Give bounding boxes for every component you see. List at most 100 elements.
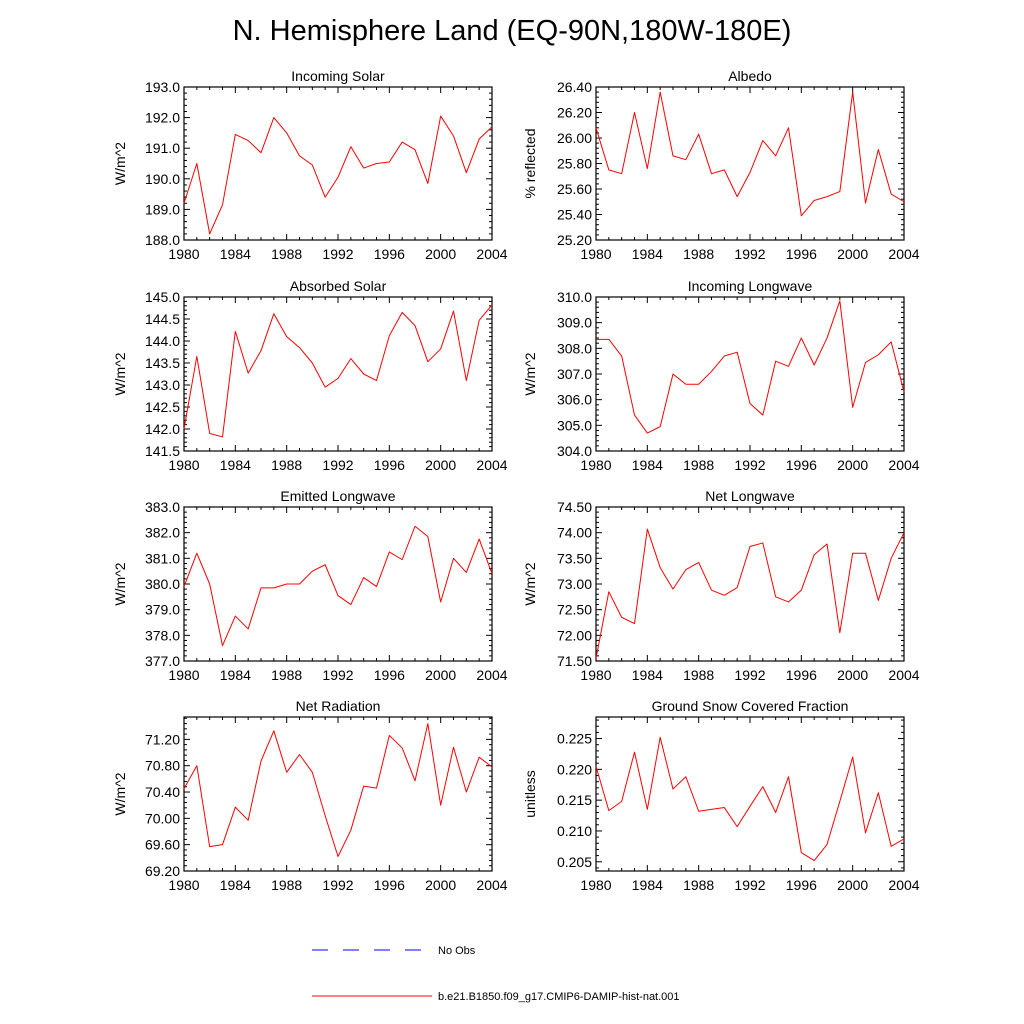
- x-tick-label: 1988: [683, 667, 714, 683]
- y-tick-label: 143.0: [145, 377, 180, 393]
- y-tick-label: 381.0: [145, 550, 180, 566]
- x-tick-label: 1984: [220, 877, 251, 893]
- x-tick-label: 1980: [168, 457, 199, 473]
- plot-frame: [183, 716, 493, 872]
- y-tick-label: 306.0: [557, 392, 592, 408]
- x-tick-label: 2004: [888, 457, 919, 473]
- series-line: [595, 736, 905, 862]
- y-tick-label: 142.5: [145, 399, 180, 415]
- x-tick-label: 2000: [837, 457, 868, 473]
- series-line: [595, 528, 905, 659]
- x-tick-label: 2000: [425, 457, 456, 473]
- x-tick-label: 2004: [476, 457, 507, 473]
- x-tick-label: 1992: [322, 246, 353, 262]
- y-tick-label: 0.220: [557, 761, 592, 777]
- legend-model-label: b.e21.B1850.f09_g17.CMIP6-DAMIP-hist-nat…: [438, 991, 680, 1003]
- panel-title: Net Longwave: [705, 488, 795, 504]
- x-tick-label: 2004: [888, 877, 919, 893]
- y-tick-label: 305.0: [557, 417, 592, 433]
- x-tick-label: 1996: [374, 877, 405, 893]
- x-tick-label: 2004: [888, 246, 919, 262]
- x-tick-label: 2004: [476, 667, 507, 683]
- panel-title: Net Radiation: [296, 698, 381, 714]
- x-tick-label: 1984: [632, 667, 663, 683]
- x-tick-label: 1980: [580, 246, 611, 262]
- plot-frame: [595, 506, 905, 662]
- y-tick-label: 69.20: [145, 863, 180, 879]
- y-tick-label: 71.50: [557, 653, 592, 669]
- y-tick-label: 382.0: [145, 525, 180, 541]
- y-tick-label: 383.0: [145, 499, 180, 515]
- y-tick-label: 26.40: [557, 79, 592, 95]
- x-tick-label: 1992: [322, 667, 353, 683]
- panel-title: Absorbed Solar: [290, 278, 387, 294]
- x-tick-label: 1996: [786, 246, 817, 262]
- plot-frame: [595, 86, 905, 241]
- x-tick-label: 2000: [837, 667, 868, 683]
- x-tick-label: 2000: [425, 877, 456, 893]
- y-tick-label: 70.40: [145, 784, 180, 800]
- x-tick-label: 2004: [476, 877, 507, 893]
- x-tick-label: 2000: [425, 246, 456, 262]
- y-tick-label: 25.60: [557, 181, 592, 197]
- series-line: [183, 723, 493, 858]
- y-tick-label: 189.0: [145, 201, 180, 217]
- chart-panels: Incoming Solar W/m^2 1980 1984 1988 1992 1996 2…: [112, 68, 920, 893]
- series-line: [183, 525, 493, 647]
- panel-title: Incoming Solar: [291, 68, 385, 84]
- y-tick-label: 308.0: [557, 340, 592, 356]
- y-tick-label: 25.40: [557, 207, 592, 223]
- y-axis-label: % reflected: [522, 128, 538, 198]
- plot-frame: [595, 716, 905, 872]
- x-tick-label: 1980: [168, 877, 199, 893]
- y-tick-label: 380.0: [145, 576, 180, 592]
- chart-panel: Ground Snow Covered Fraction unitless 1980…: [522, 698, 920, 893]
- x-tick-label: 1984: [220, 457, 251, 473]
- y-tick-label: 310.0: [557, 289, 592, 305]
- x-tick-label: 1996: [374, 457, 405, 473]
- x-tick-label: 2000: [425, 667, 456, 683]
- y-tick-label: 0.225: [557, 731, 592, 747]
- x-tick-label: 1984: [632, 877, 663, 893]
- x-tick-label: 2000: [837, 246, 868, 262]
- panel-title: Emitted Longwave: [280, 488, 395, 504]
- x-tick-label: 2004: [476, 246, 507, 262]
- x-tick-label: 1980: [580, 457, 611, 473]
- legend: No Obs b.e21.B1850.f09_g17.CMIP6-DAMIP-h…: [312, 945, 680, 1003]
- y-tick-label: 192.0: [145, 110, 180, 126]
- y-tick-label: 71.20: [145, 731, 180, 747]
- x-tick-label: 1992: [734, 457, 765, 473]
- plot-frame: [595, 296, 905, 452]
- y-tick-label: 144.0: [145, 333, 180, 349]
- y-tick-label: 0.210: [557, 823, 592, 839]
- x-tick-label: 1988: [271, 246, 302, 262]
- x-tick-label: 1992: [322, 877, 353, 893]
- y-tick-label: 26.00: [557, 130, 592, 146]
- y-tick-label: 379.0: [145, 602, 180, 618]
- y-tick-label: 309.0: [557, 315, 592, 331]
- y-tick-label: 25.80: [557, 156, 592, 172]
- x-tick-label: 1996: [786, 877, 817, 893]
- series-line: [183, 115, 493, 235]
- x-tick-label: 1992: [734, 667, 765, 683]
- series-line: [596, 300, 905, 434]
- y-tick-label: 378.0: [145, 627, 180, 643]
- x-tick-label: 1988: [683, 246, 714, 262]
- x-tick-label: 1984: [220, 246, 251, 262]
- chart-panel: Net Longwave W/m^2 1980 1984 1988 1992 1996 200…: [522, 488, 920, 683]
- y-tick-label: 0.205: [557, 854, 592, 870]
- y-tick-label: 70.80: [145, 758, 180, 774]
- y-tick-label: 26.20: [557, 105, 592, 121]
- y-axis-label: W/m^2: [522, 562, 538, 605]
- y-tick-label: 72.50: [557, 602, 592, 618]
- y-tick-label: 74.50: [557, 499, 592, 515]
- y-tick-label: 73.50: [557, 550, 592, 566]
- y-tick-label: 193.0: [145, 79, 180, 95]
- chart-panel: Net Radiation W/m^2 1980 1984 1988 1992 1996 20…: [112, 698, 508, 893]
- y-tick-label: 190.0: [145, 171, 180, 187]
- x-tick-label: 1988: [683, 877, 714, 893]
- x-tick-label: 1980: [168, 246, 199, 262]
- y-tick-label: 72.00: [557, 627, 592, 643]
- series-line: [183, 304, 493, 438]
